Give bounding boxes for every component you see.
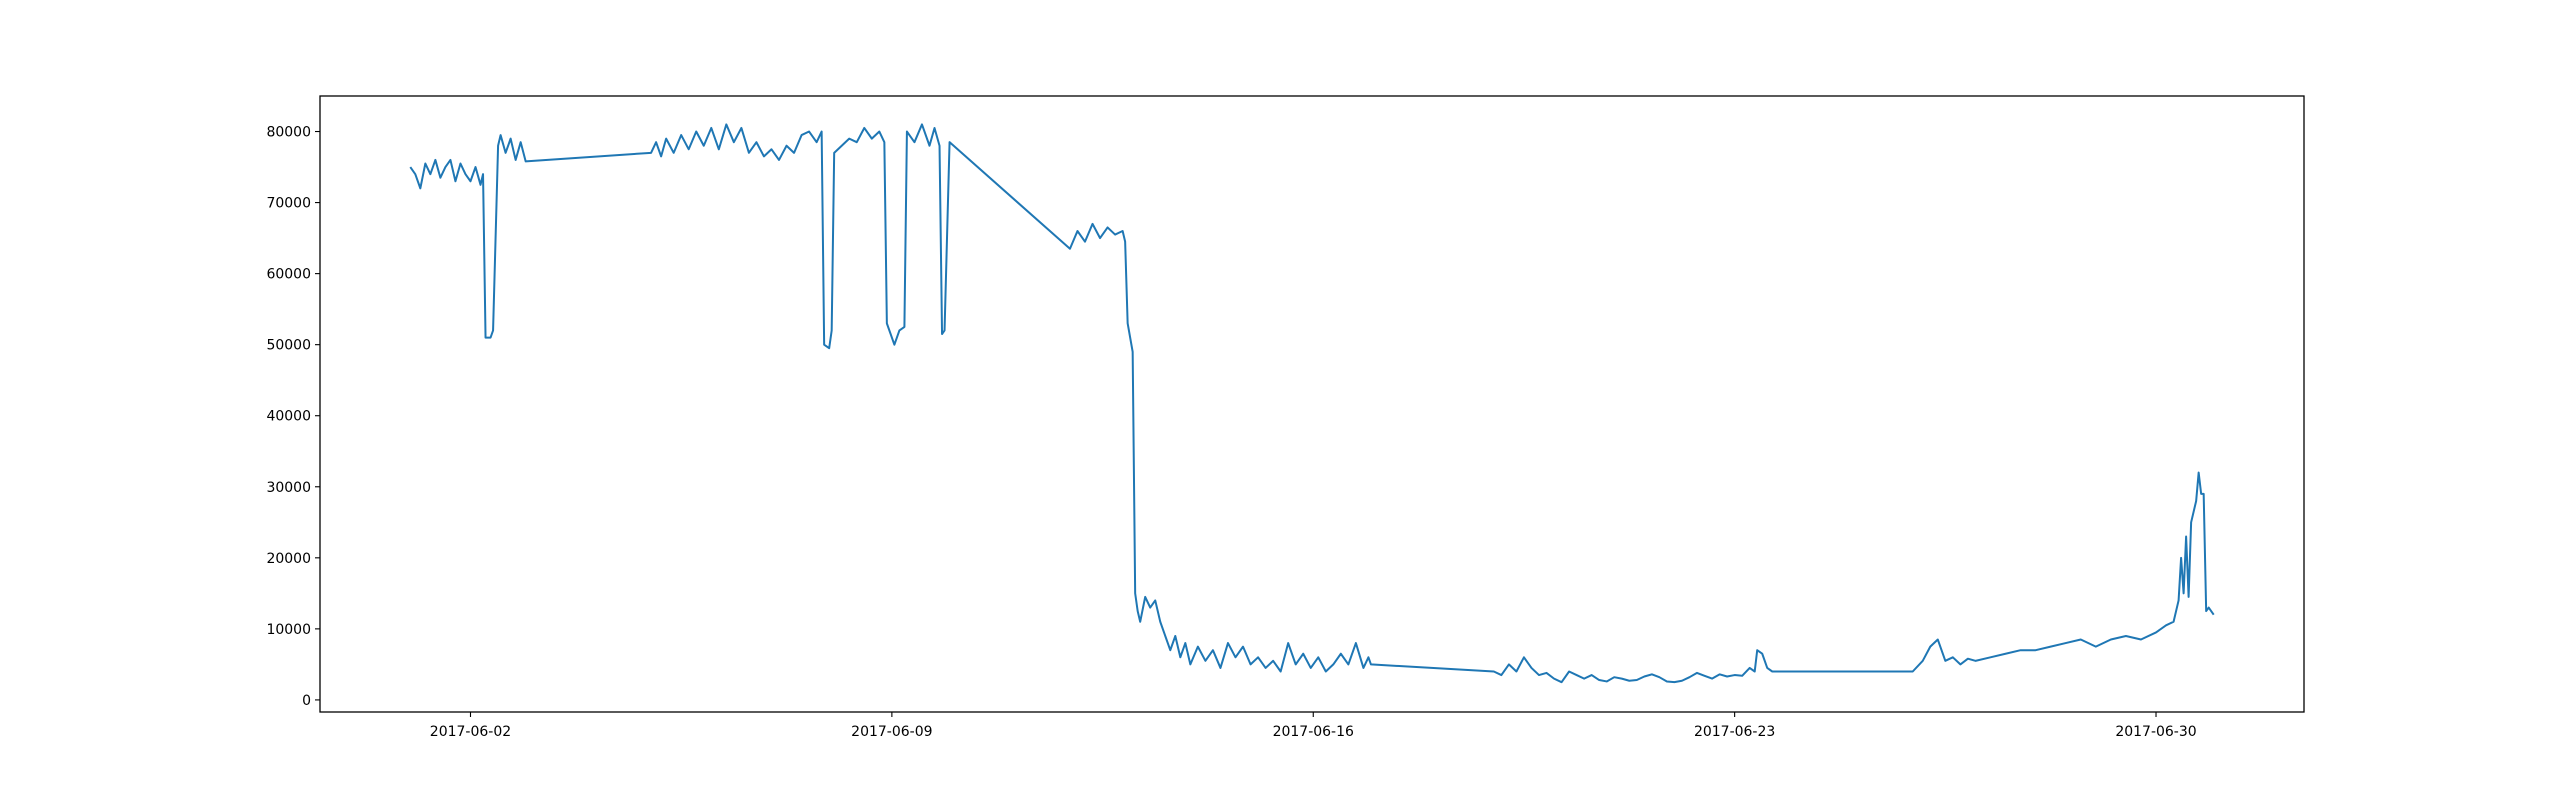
y-tick-label: 70000: [266, 196, 311, 212]
x-tick-label: 2017-06-23: [1694, 724, 1775, 740]
series-line: [409, 123, 2215, 684]
x-tick-label: 2017-06-09: [851, 724, 932, 740]
y-tick-label: 30000: [266, 480, 311, 496]
y-tick-label: 80000: [266, 125, 311, 141]
y-tick-label: 0: [302, 693, 311, 709]
x-tick-label: 2017-06-02: [430, 724, 511, 740]
y-tick-label: 40000: [266, 409, 311, 425]
y-tick-label: 60000: [266, 267, 311, 283]
y-tick-label: 20000: [266, 551, 311, 567]
y-tick-label: 50000: [266, 338, 311, 354]
x-tick-label: 2017-06-16: [1273, 724, 1354, 740]
axes-frame: [319, 95, 2305, 713]
x-tick-label: 2017-06-30: [2115, 724, 2196, 740]
y-tick-label: 10000: [266, 622, 311, 638]
